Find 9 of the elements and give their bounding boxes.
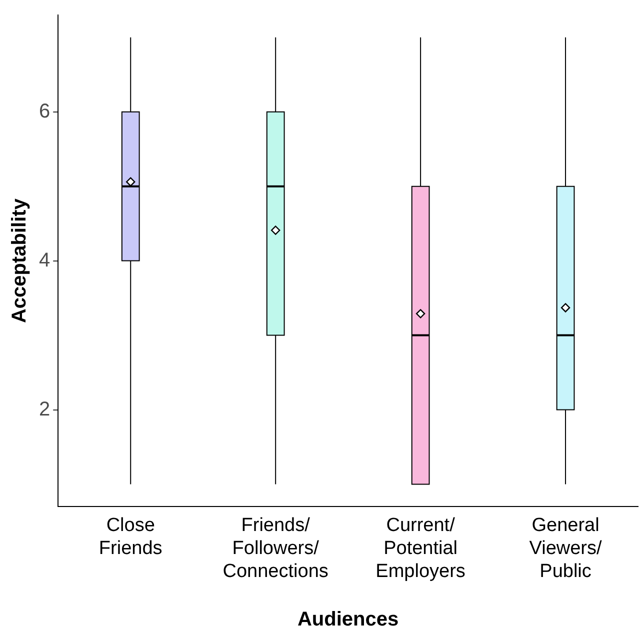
x-tick-label: Current/Potential Employers [376, 515, 466, 582]
x-tick-label: Friends/Followers/Connections [222, 515, 328, 582]
y-tick-label: 4 [39, 249, 50, 272]
x-axis-title: Audiences [297, 608, 399, 631]
y-axis-title: Acceptability [8, 198, 31, 324]
x-tick-label: General Viewers/Public [529, 515, 602, 582]
x-tick-label: Close Friends [98, 515, 162, 560]
y-tick-label: 2 [39, 398, 50, 420]
y-tick-label: 6 [39, 100, 50, 122]
